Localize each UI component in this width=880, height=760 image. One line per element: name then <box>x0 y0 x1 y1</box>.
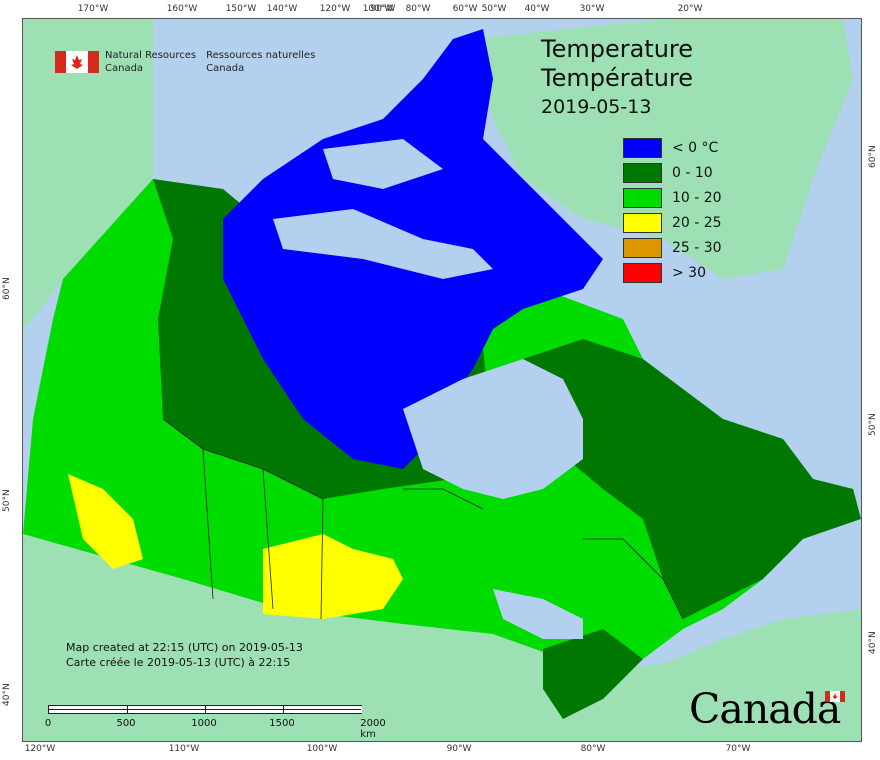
lat-label-left: 60°N <box>2 277 12 300</box>
scale-label: 500 <box>116 718 136 729</box>
scale-label: 1500 <box>269 718 295 729</box>
region-20-25-bc <box>68 474 143 569</box>
legend-swatch <box>623 187 662 208</box>
legend-item: < 0 °C <box>623 135 722 160</box>
title-fr: Température <box>541 64 694 92</box>
lon-label-bottom: 80°W <box>580 744 606 754</box>
lat-label-right: 40°N <box>868 631 878 654</box>
scale-midline <box>49 709 361 710</box>
scale-label: 2000 km <box>360 718 386 740</box>
lon-label-top: 60°W <box>452 4 478 14</box>
arctic-channel-2 <box>323 139 443 189</box>
region-20-25-prairie <box>263 534 403 619</box>
legend-swatch <box>623 212 662 233</box>
legend: < 0 °C 0 - 10 10 - 20 20 - 25 25 - 30 > … <box>623 135 722 285</box>
region-0-10-east <box>523 339 861 619</box>
canada-wordmark: Canada <box>689 685 841 733</box>
agency-en-line1: Natural Resources <box>105 50 197 61</box>
lon-label-top: 50°W <box>481 4 507 14</box>
lon-label-top: 90°W <box>370 4 396 14</box>
lat-label-right: 50°N <box>868 413 878 436</box>
lon-label-top: 80°W <box>405 4 431 14</box>
legend-label: 25 - 30 <box>672 239 722 256</box>
great-lakes <box>493 589 583 639</box>
arctic-channel <box>273 209 493 279</box>
agency-block: Natural Resources Canada Ressources natu… <box>55 49 325 75</box>
usa-land <box>23 534 861 741</box>
scale-label: 1000 <box>191 718 217 729</box>
legend-item: 10 - 20 <box>623 185 722 210</box>
lat-label-right: 60°N <box>868 145 878 168</box>
lon-label-top: 120°W <box>319 4 351 14</box>
legend-label: > 30 <box>672 264 706 281</box>
credit-fr: Carte créée le 2019-05-13 (UTC) à 22:15 <box>66 656 291 669</box>
lon-label-top: 20°W <box>677 4 703 14</box>
region-0-10-south <box>543 629 643 719</box>
credit-en: Map created at 22:15 (UTC) on 2019-05-13 <box>66 641 303 654</box>
map-date: 2019-05-13 <box>541 96 652 118</box>
legend-item: 20 - 25 <box>623 210 722 235</box>
lon-label-bottom: 70°W <box>725 744 751 754</box>
scale-bar: 0 500 1000 1500 2000 km <box>44 705 386 740</box>
legend-label: 0 - 10 <box>672 164 713 181</box>
lon-label-bottom: 90°W <box>446 744 472 754</box>
wordmark-flag-icon <box>825 691 845 702</box>
agency-fr-line1: Ressources naturelles <box>206 50 316 61</box>
lat-label-left: 50°N <box>2 489 12 512</box>
map-title-block: Temperature Température 2019-05-13 <box>541 35 741 122</box>
scale-label: 0 <box>44 718 52 729</box>
legend-label: < 0 °C <box>672 139 719 156</box>
legend-swatch <box>623 162 662 183</box>
agency-name-fr: Ressources naturelles Canada <box>206 49 315 75</box>
lon-label-top: 40°W <box>524 4 550 14</box>
province-borders <box>162 418 684 620</box>
legend-item: 25 - 30 <box>623 235 722 260</box>
lon-label-bottom: 100°W <box>306 744 338 754</box>
hudson-bay <box>403 359 583 499</box>
lon-label-bottom: 120°W <box>24 744 56 754</box>
agency-fr-line2: Canada <box>206 63 245 74</box>
lon-label-top: 140°W <box>266 4 298 14</box>
atlantic-water <box>763 519 861 619</box>
lon-label-bottom: 110°W <box>168 744 200 754</box>
legend-swatch <box>623 237 662 258</box>
agency-en-line2: Canada <box>105 63 144 74</box>
legend-swatch <box>623 262 662 283</box>
canada-flag-icon <box>55 51 99 73</box>
lon-label-top: 170°W <box>77 4 109 14</box>
title-en: Temperature <box>541 35 694 63</box>
map-frame[interactable]: Natural Resources Canada Ressources natu… <box>22 18 862 742</box>
lon-label-top: 150°W <box>225 4 257 14</box>
greenland-land <box>473 19 853 279</box>
temperature-map[interactable] <box>23 19 861 741</box>
lat-label-left: 40°N <box>2 683 12 706</box>
lon-label-top: 160°W <box>166 4 198 14</box>
legend-label: 10 - 20 <box>672 189 722 206</box>
agency-name-en: Natural Resources Canada <box>105 49 196 75</box>
alaska-land <box>23 19 153 329</box>
scale-bar-track <box>48 705 362 714</box>
legend-item: 0 - 10 <box>623 160 722 185</box>
map-credits: Map created at 22:15 (UTC) on 2019-05-13… <box>66 640 303 670</box>
legend-item: > 30 <box>623 260 722 285</box>
lon-label-top: 100°W <box>362 4 394 14</box>
legend-swatch <box>623 137 662 158</box>
legend-label: 20 - 25 <box>672 214 722 231</box>
lon-label-top: 30°W <box>579 4 605 14</box>
